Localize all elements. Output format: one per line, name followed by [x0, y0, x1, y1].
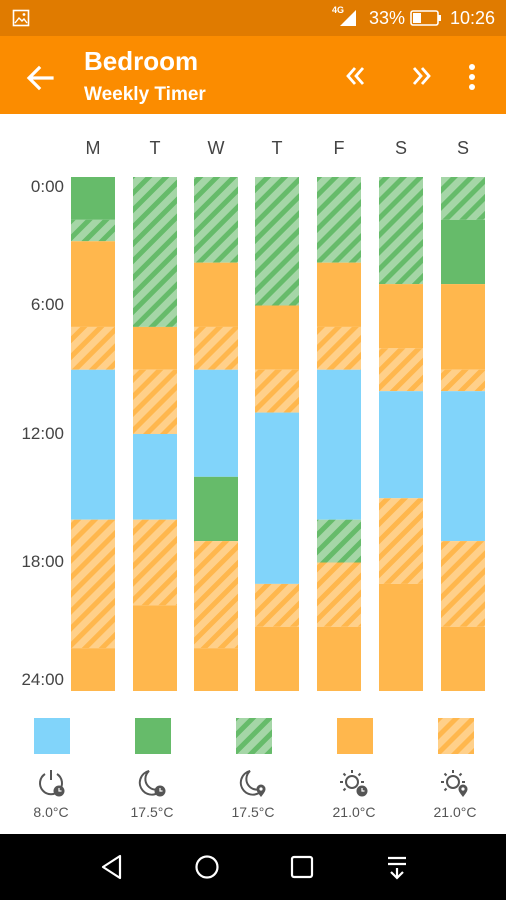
schedule-block-day2-seg2[interactable] [194, 326, 238, 370]
schedule-block-day6-seg4[interactable] [441, 391, 485, 542]
schedule-block-day2-seg5[interactable] [194, 541, 238, 649]
back-nav-icon[interactable] [98, 852, 128, 882]
schedule-block-day5-seg4[interactable] [379, 498, 423, 584]
legend-swatch-night_stripe[interactable] [236, 718, 272, 754]
home-nav-icon[interactable] [192, 852, 222, 882]
day-label-tuesday: T [149, 138, 161, 158]
moon-clock-icon [138, 770, 166, 797]
schedule-block-day0-seg2[interactable] [71, 241, 115, 327]
network-type: 4G [332, 5, 345, 15]
schedule-block-day2-seg4[interactable] [194, 476, 238, 542]
time-label-6: 6:00 [30, 295, 64, 314]
page-title: Bedroom [84, 46, 199, 76]
legend-swatch-day[interactable] [337, 718, 373, 754]
schedule-block-day1-seg3[interactable] [133, 434, 177, 520]
signal-icon [340, 10, 356, 26]
schedule-block-day0-seg1[interactable] [71, 219, 115, 242]
mode-day-away[interactable]: 21.0°C [415, 768, 495, 828]
schedule-block-day5-seg5[interactable] [379, 583, 423, 691]
legend-swatch-night[interactable] [135, 718, 171, 754]
time-label-24: 24:00 [21, 670, 64, 689]
schedule-block-day6-seg3[interactable] [441, 369, 485, 392]
mode-day[interactable]: 21.0°C [314, 768, 394, 828]
recents-nav-icon[interactable] [287, 852, 317, 882]
battery-percent: 33% [369, 8, 406, 28]
clock: 10:26 [450, 8, 496, 28]
schedule-block-day4-seg4[interactable] [317, 519, 361, 563]
schedule-block-day3-seg4[interactable] [255, 583, 299, 627]
power-clock-icon [39, 770, 65, 797]
schedule-block-day0-seg0[interactable] [71, 177, 115, 220]
mode-night[interactable]: 17.5°C [112, 768, 192, 828]
schedule-block-day1-seg1[interactable] [133, 326, 177, 370]
schedule-block-day1-seg2[interactable] [133, 369, 177, 434]
mode-night-away-temp: 17.5°C [231, 804, 275, 820]
day-label-sunday: S [456, 138, 469, 158]
moon-location-icon [239, 770, 266, 797]
mode-night-temp: 17.5°C [130, 804, 174, 820]
mode-off[interactable]: 8.0°C [11, 768, 91, 828]
mode-night-away[interactable]: 17.5°C [213, 768, 293, 828]
schedule-block-day4-seg1[interactable] [317, 262, 361, 327]
schedule-block-day0-seg5[interactable] [71, 519, 115, 649]
schedule-block-day4-seg3[interactable] [317, 369, 361, 520]
schedule-block-day5-seg2[interactable] [379, 348, 423, 392]
schedule-block-day2-seg3[interactable] [194, 369, 238, 477]
battery-icon [410, 10, 441, 26]
schedule-block-day1-seg0[interactable] [133, 177, 177, 327]
next-icon[interactable] [408, 62, 436, 90]
schedule-block-day4-seg0[interactable] [317, 177, 361, 263]
schedule-block-day6-seg6[interactable] [441, 626, 485, 691]
schedule-block-day5-seg0[interactable] [379, 177, 423, 285]
legend-swatch-day_stripe[interactable] [438, 718, 474, 754]
schedule-block-day5-seg3[interactable] [379, 391, 423, 499]
schedule-block-day3-seg0[interactable] [255, 177, 299, 306]
schedule-block-day0-seg4[interactable] [71, 369, 115, 520]
schedule-block-day1-seg4[interactable] [133, 519, 177, 606]
mode-day-away-temp: 21.0°C [433, 804, 477, 820]
schedule-block-day2-seg1[interactable] [194, 262, 238, 327]
schedule-block-day4-seg6[interactable] [317, 626, 361, 691]
schedule-block-day2-seg6[interactable] [194, 648, 238, 691]
more-options-icon[interactable] [462, 62, 482, 92]
schedule-block-day3-seg1[interactable] [255, 305, 299, 370]
sun-clock-icon [340, 770, 368, 797]
schedule-block-day6-seg5[interactable] [441, 541, 485, 627]
mode-off-temp: 8.0°C [33, 804, 69, 820]
day-label-friday: F [333, 138, 345, 158]
time-label-18: 18:00 [21, 552, 64, 571]
time-label-12: 12:00 [21, 424, 64, 443]
day-label-thursday: T [271, 138, 283, 158]
image-notification-icon [12, 9, 30, 27]
back-arrow-icon[interactable] [22, 60, 58, 96]
legend-swatch-off[interactable] [34, 718, 70, 754]
schedule-block-day4-seg2[interactable] [317, 326, 361, 370]
day-label-wednesday: W [207, 138, 225, 158]
day-label-monday: M [85, 138, 101, 158]
status-bar: 4G 33% 10:26 [0, 0, 506, 36]
schedule-block-day4-seg5[interactable] [317, 562, 361, 627]
page-subtitle: Weekly Timer [84, 84, 206, 105]
schedule-block-day6-seg0[interactable] [441, 177, 485, 220]
schedule-block-day0-seg3[interactable] [71, 326, 115, 370]
schedule-block-day2-seg0[interactable] [194, 177, 238, 263]
mode-day-temp: 21.0°C [332, 804, 376, 820]
schedule-block-day6-seg2[interactable] [441, 284, 485, 370]
sun-location-icon [441, 770, 468, 797]
schedule-block-day5-seg1[interactable] [379, 284, 423, 349]
app-bar: Bedroom Weekly Timer [0, 36, 506, 114]
notification-pull-icon[interactable] [382, 852, 412, 882]
previous-icon[interactable] [341, 62, 369, 90]
schedule-block-day0-seg6[interactable] [71, 648, 115, 691]
day-label-saturday: S [394, 138, 407, 158]
schedule-block-day3-seg2[interactable] [255, 369, 299, 413]
schedule-block-day3-seg5[interactable] [255, 626, 299, 691]
navigation-bar [0, 834, 506, 900]
time-label-0: 0:00 [30, 177, 64, 196]
schedule-block-day6-seg1[interactable] [441, 219, 485, 285]
schedule-block-day1-seg5[interactable] [133, 605, 177, 691]
schedule-block-day3-seg3[interactable] [255, 412, 299, 584]
